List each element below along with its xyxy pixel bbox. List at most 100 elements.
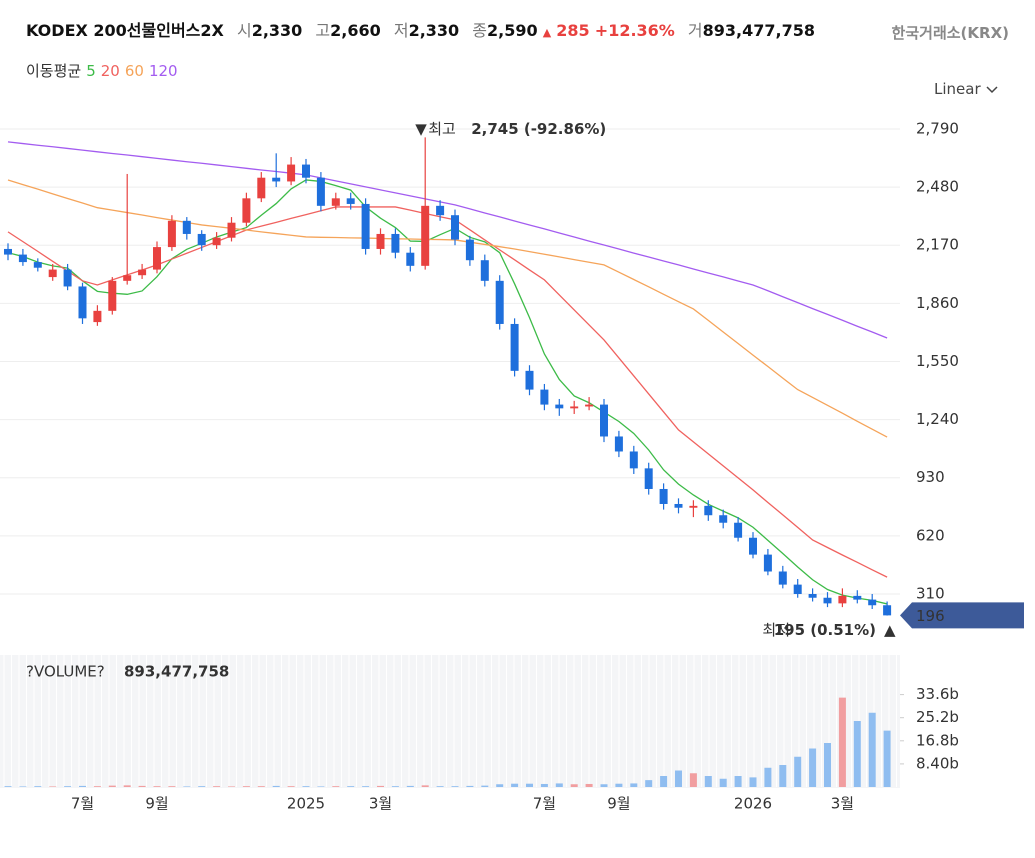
volume-value: 893,477,758 bbox=[702, 21, 816, 40]
quote-value: 2,590 bbox=[487, 21, 538, 40]
quote-label: 시 bbox=[236, 21, 252, 40]
volume-bar bbox=[272, 785, 280, 787]
volume-bar bbox=[675, 770, 682, 787]
max-label: 최고 bbox=[428, 120, 456, 138]
volume-bar bbox=[302, 786, 310, 787]
quote-value: 2,330 bbox=[251, 21, 303, 40]
volume-bar bbox=[526, 783, 533, 787]
volume-bar bbox=[466, 785, 474, 787]
y-tick-label: 1,240 bbox=[916, 410, 959, 428]
volume-bar bbox=[511, 783, 519, 787]
y-tick-label: 2,480 bbox=[916, 178, 959, 196]
header: KODEX 200선물인버스2X 시2,330 고2,660 저2,330 종2… bbox=[26, 17, 815, 41]
y-tick-label: 310 bbox=[916, 584, 945, 602]
volume-bar bbox=[436, 786, 444, 787]
volume-bar bbox=[868, 712, 876, 787]
x-tick-label: 9월 bbox=[607, 795, 630, 813]
quote-value: 2,330 bbox=[408, 21, 460, 40]
volume-bar bbox=[794, 756, 802, 787]
legend-entry: 20 bbox=[100, 62, 120, 80]
candle-body bbox=[614, 436, 623, 452]
candle-body bbox=[63, 269, 72, 287]
ma-line bbox=[7, 179, 888, 605]
candle-body bbox=[406, 252, 415, 266]
volume-bar bbox=[317, 786, 325, 787]
volume-value: 893,477,758 bbox=[124, 663, 229, 681]
candle-body bbox=[719, 515, 728, 523]
chevron[interactable] bbox=[985, 85, 999, 95]
candle-body bbox=[78, 286, 87, 319]
candle-body bbox=[480, 260, 489, 281]
volume-bar bbox=[883, 730, 891, 787]
volume-bar bbox=[660, 776, 668, 787]
title: KODEX 200선물인버스2X bbox=[26, 21, 224, 40]
volume-bar bbox=[377, 785, 384, 787]
volume-bar bbox=[585, 783, 593, 787]
y-tick-label: 16.8b bbox=[916, 731, 959, 749]
volume-bar bbox=[645, 780, 653, 787]
volume-bar bbox=[213, 786, 221, 787]
x-tick-label: 3월 bbox=[831, 795, 854, 813]
volume-bar bbox=[481, 785, 489, 787]
candle-body bbox=[689, 505, 698, 508]
candle-body bbox=[33, 262, 42, 268]
volume-bar bbox=[496, 784, 504, 787]
volume-bar bbox=[555, 783, 563, 787]
volume-bar bbox=[362, 786, 370, 787]
quote-value: 2,660 bbox=[330, 21, 381, 40]
scale-label[interactable]: Linear bbox=[934, 80, 981, 98]
volume-bar bbox=[615, 783, 623, 787]
volume-bar bbox=[451, 786, 459, 787]
candle-body bbox=[108, 280, 117, 311]
y-tick-label: 930 bbox=[916, 468, 945, 486]
y-tick-label: 1,860 bbox=[916, 294, 959, 312]
y-tick-label: 1,550 bbox=[916, 352, 959, 370]
price-tag-label: 196 bbox=[916, 607, 945, 625]
candle-body bbox=[674, 503, 683, 508]
volume-bar bbox=[93, 786, 101, 787]
candle-body bbox=[346, 198, 355, 204]
volume-bar bbox=[734, 776, 742, 787]
volume-bar bbox=[183, 786, 191, 787]
y-tick-label: 620 bbox=[916, 526, 945, 544]
volume-bar bbox=[79, 785, 86, 787]
candle-body bbox=[421, 205, 430, 266]
scale-dropdown[interactable]: Linear bbox=[934, 80, 999, 98]
candle-body bbox=[302, 164, 310, 178]
candle-body bbox=[123, 275, 132, 281]
candle-body bbox=[853, 595, 862, 600]
y-tick-label: 2,790 bbox=[916, 119, 959, 137]
volume-bar bbox=[391, 786, 399, 787]
legend-entry: 60 bbox=[124, 62, 144, 80]
candle-body bbox=[525, 370, 534, 390]
volume-bar bbox=[809, 748, 817, 787]
candle-body bbox=[18, 254, 27, 263]
volume-bar bbox=[19, 786, 27, 787]
candle-body bbox=[153, 247, 161, 270]
candle-body bbox=[793, 584, 802, 594]
candle-body bbox=[167, 220, 176, 248]
change-pct: +12.36% bbox=[594, 21, 675, 40]
legend-title: 이동평균 bbox=[26, 62, 82, 80]
volume-bar bbox=[853, 721, 861, 787]
candle-body bbox=[585, 404, 594, 407]
legend-entry: 120 bbox=[148, 62, 178, 80]
x-tick-label: 3월 bbox=[369, 795, 392, 813]
candle-body bbox=[257, 177, 266, 199]
candle-body bbox=[644, 468, 653, 489]
candle-body bbox=[227, 222, 236, 238]
candle-body bbox=[48, 269, 57, 278]
volume-bar bbox=[138, 785, 146, 787]
volume-bar bbox=[421, 785, 429, 787]
volume-bar bbox=[347, 786, 355, 787]
volume-bar bbox=[630, 783, 638, 787]
volume-bar bbox=[64, 786, 72, 787]
candle-body bbox=[763, 554, 772, 572]
candle-body bbox=[734, 522, 743, 538]
candle-body bbox=[272, 177, 281, 182]
candle-body bbox=[197, 233, 206, 246]
volume-bar bbox=[779, 765, 787, 787]
change: 285 bbox=[556, 21, 590, 40]
max-value: 2,745 (-92.86%) bbox=[471, 120, 606, 138]
